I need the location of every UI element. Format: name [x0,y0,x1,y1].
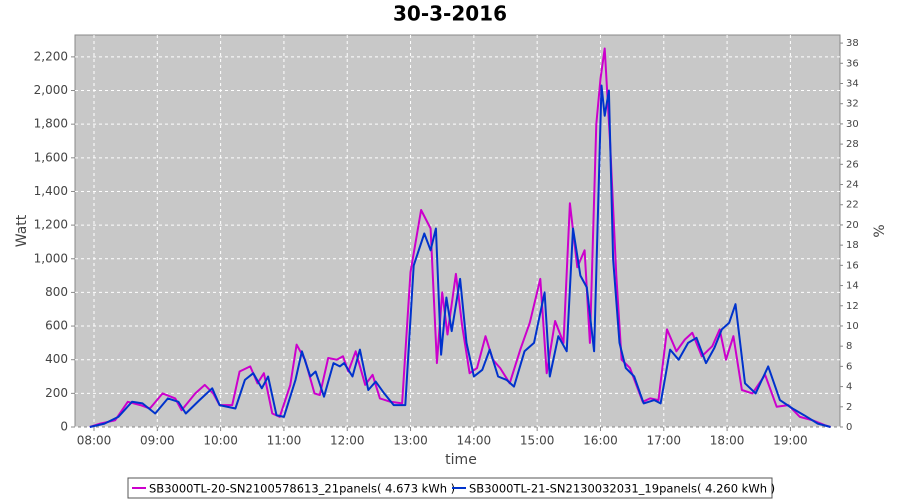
plot-area [74,34,841,428]
x-tick-label: 18:00 [710,434,745,448]
y2-tick-label: 6 [846,361,852,372]
y-tick-label: 400 [45,352,68,366]
y2-tick-label: 36 [846,58,859,69]
y2-tick-label: 4 [846,382,852,393]
y2-tick-label: 8 [846,341,852,352]
x-tick-label: 15:00 [520,434,555,448]
legend-label: SB3000TL-20-SN2100578613_21panels( 4.673… [149,482,455,496]
chart-title: 30-3-2016 [393,2,507,26]
x-tick-label: 16:00 [583,434,618,448]
y-tick-label: 2,200 [34,49,68,63]
y2-tick-label: 20 [846,220,859,231]
y2-tick-label: 38 [846,38,859,49]
x-tick-label: 17:00 [646,434,681,448]
x-tick-label: 08:00 [77,434,112,448]
y-tick-label: 1,400 [34,184,68,198]
x-tick-label: 11:00 [267,434,302,448]
y2-tick-label: 14 [846,281,859,292]
y-tick-label: 2,000 [34,83,68,97]
y2-tick-label: 30 [846,119,859,130]
legend-label: SB3000TL-21-SN2130032031_19panels( 4.260… [469,482,775,496]
y-tick-label: 0 [60,420,68,434]
y2-tick-label: 24 [846,180,859,191]
y-tick-label: 1,800 [34,117,68,131]
y-tick-label: 200 [45,386,68,400]
y2-tick-label: 10 [846,321,859,332]
y2-tick-label: 34 [846,78,859,89]
series-line [89,84,831,428]
legend-box [127,477,773,499]
y-tick-label: 1,600 [34,150,68,164]
x-axis-label: time [445,452,477,468]
y2-tick-label: 12 [846,301,859,312]
x-tick-label: 19:00 [773,434,808,448]
y-tick-label: 1,200 [34,218,68,232]
y2-tick-label: 2 [846,402,852,413]
y2-tick-label: 32 [846,99,859,110]
y-tick-label: 800 [45,285,68,299]
y-axis-label: Watt [14,214,30,247]
y-tick-label: 1,000 [34,251,68,265]
x-tick-label: 09:00 [140,434,175,448]
x-tick-label: 13:00 [393,434,428,448]
x-tick-label: 12:00 [330,434,365,448]
y2-tick-label: 0 [846,422,852,433]
y2-tick-label: 22 [846,200,859,211]
y2-tick-label: 26 [846,159,859,170]
y2-axis-label: % [872,224,888,237]
y2-tick-label: 16 [846,260,859,271]
y2-tick-label: 18 [846,240,859,251]
series-line [89,47,831,428]
x-tick-label: 14:00 [457,434,492,448]
y-tick-label: 600 [45,319,68,333]
x-tick-label: 10:00 [203,434,238,448]
y2-tick-label: 28 [846,139,859,150]
